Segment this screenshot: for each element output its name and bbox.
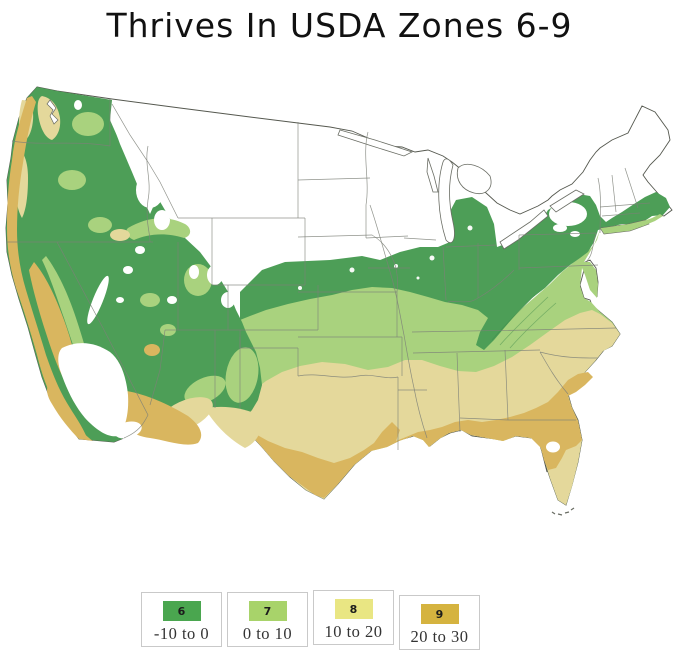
legend: 6 -10 to 0 7 0 to 10 8 10 to 20 9 20 to … xyxy=(141,590,480,650)
appalachian-ridges xyxy=(491,294,557,349)
zone-8-number: 8 xyxy=(349,602,358,616)
socal-coast-gold xyxy=(47,385,93,441)
lake-michigan xyxy=(438,158,455,244)
lake-ontario xyxy=(549,189,585,213)
legend-item-zone-6: 6 -10 to 0 xyxy=(141,592,222,647)
zone-6-number: 6 xyxy=(177,604,186,618)
legend-item-zone-9: 9 20 to 30 xyxy=(399,595,480,650)
zone-8-range: 10 to 20 xyxy=(324,622,383,641)
zone-9-swatch: 9 xyxy=(420,604,459,624)
zone-9-number: 9 xyxy=(435,607,444,621)
zone-9-gulf-band xyxy=(207,372,593,498)
florida-keys xyxy=(551,507,575,516)
zone-6-range: -10 to 0 xyxy=(153,624,210,643)
legend-item-zone-7: 7 0 to 10 xyxy=(227,592,308,647)
zone-7-range: 0 to 10 xyxy=(242,624,293,643)
page-title: Thrives In USDA Zones 6-9 xyxy=(106,6,573,45)
green-bay xyxy=(426,157,439,193)
okeechobee-white xyxy=(546,441,560,453)
state-borders xyxy=(6,99,651,450)
lake-superior xyxy=(337,129,414,157)
legend-item-zone-8: 8 10 to 20 xyxy=(313,590,394,645)
ct-coast-strip xyxy=(606,214,663,232)
puget-sound xyxy=(46,99,59,125)
lake-huron xyxy=(456,163,492,195)
zone-8-swatch: 8 xyxy=(334,599,373,619)
zone-7-number: 7 xyxy=(263,604,272,618)
zone-6-swatch: 6 xyxy=(162,601,201,621)
zone-8-band xyxy=(240,310,620,505)
zone-7-swatch: 7 xyxy=(248,601,287,621)
zone-9-range: 20 to 30 xyxy=(410,627,469,646)
great-lakes xyxy=(337,129,585,250)
lake-erie xyxy=(499,209,549,250)
